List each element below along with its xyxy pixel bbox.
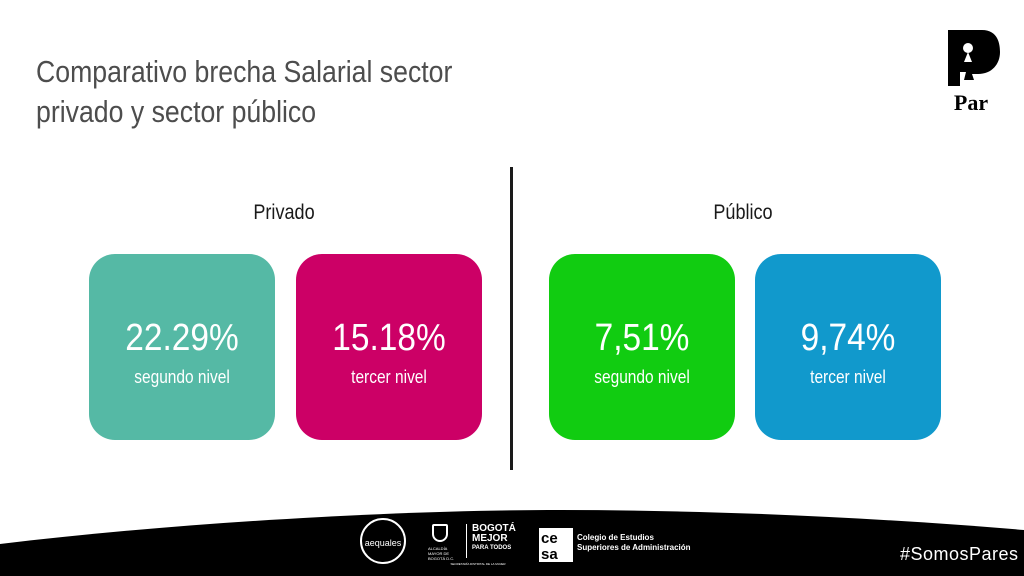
card-privado-segundo-nivel: 22.29% segundo nivel	[89, 254, 275, 440]
card-value: 7,51%	[594, 317, 690, 359]
bogota-logo: ALCALDÍA MAYOR DE BOGOTÁ D.C. BOGOTÁ MEJ…	[428, 524, 528, 568]
logo-separator	[466, 524, 467, 558]
bogota-line-1: BOGOTÁ	[472, 523, 516, 534]
card-subtitle: tercer nivel	[351, 367, 427, 387]
svg-text:ce: ce	[541, 530, 558, 547]
slide-title: Comparativo brecha Salarial sector priva…	[36, 52, 518, 132]
card-subtitle: segundo nivel	[594, 367, 690, 387]
cesa-logo-icon: ce sa	[539, 528, 573, 562]
card-subtitle: segundo nivel	[134, 367, 230, 387]
cesa-line-2: Superiores de Administración	[577, 543, 691, 552]
slide-title-line-1: Comparativo brecha Salarial sector	[36, 54, 453, 89]
secretaria-text: SECRETARÍA DISTRITAL DE LA MUJER	[450, 562, 506, 566]
shield-icon	[432, 524, 448, 542]
par-logo-text: Par	[954, 90, 988, 114]
svg-text:sa: sa	[541, 546, 558, 562]
bogota-line-3: PARA TODOS	[472, 545, 512, 551]
section-label-privado: Privado	[253, 201, 315, 224]
card-value: 15.18%	[332, 317, 446, 359]
card-subtitle: tercer nivel	[810, 367, 886, 387]
card-value: 22.29%	[125, 317, 239, 359]
bogota-mejor-text: BOGOTÁ MEJOR PARA TODOS	[472, 524, 532, 552]
bogota-line-2: MEJOR	[472, 533, 508, 544]
alcaldia-text: ALCALDÍA MAYOR DE BOGOTÁ D.C.	[428, 546, 455, 561]
aequales-logo: aequales	[360, 518, 406, 564]
section-divider	[510, 167, 513, 470]
par-logo-icon: Par	[938, 28, 1004, 114]
card-publico-segundo-nivel: 7,51% segundo nivel	[549, 254, 735, 440]
card-privado-tercer-nivel: 15.18% tercer nivel	[296, 254, 482, 440]
card-publico-tercer-nivel: 9,74% tercer nivel	[755, 254, 941, 440]
cesa-line-1: Colegio de Estudios	[577, 533, 654, 542]
card-value: 9,74%	[800, 317, 896, 359]
footer-band	[0, 508, 1024, 576]
cesa-text: Colegio de Estudios Superiores de Admini…	[577, 533, 691, 553]
section-label-publico: Público	[713, 201, 773, 224]
hashtag-text: #SomosPares	[900, 544, 1019, 564]
slide-title-line-2: privado y sector público	[36, 94, 317, 129]
